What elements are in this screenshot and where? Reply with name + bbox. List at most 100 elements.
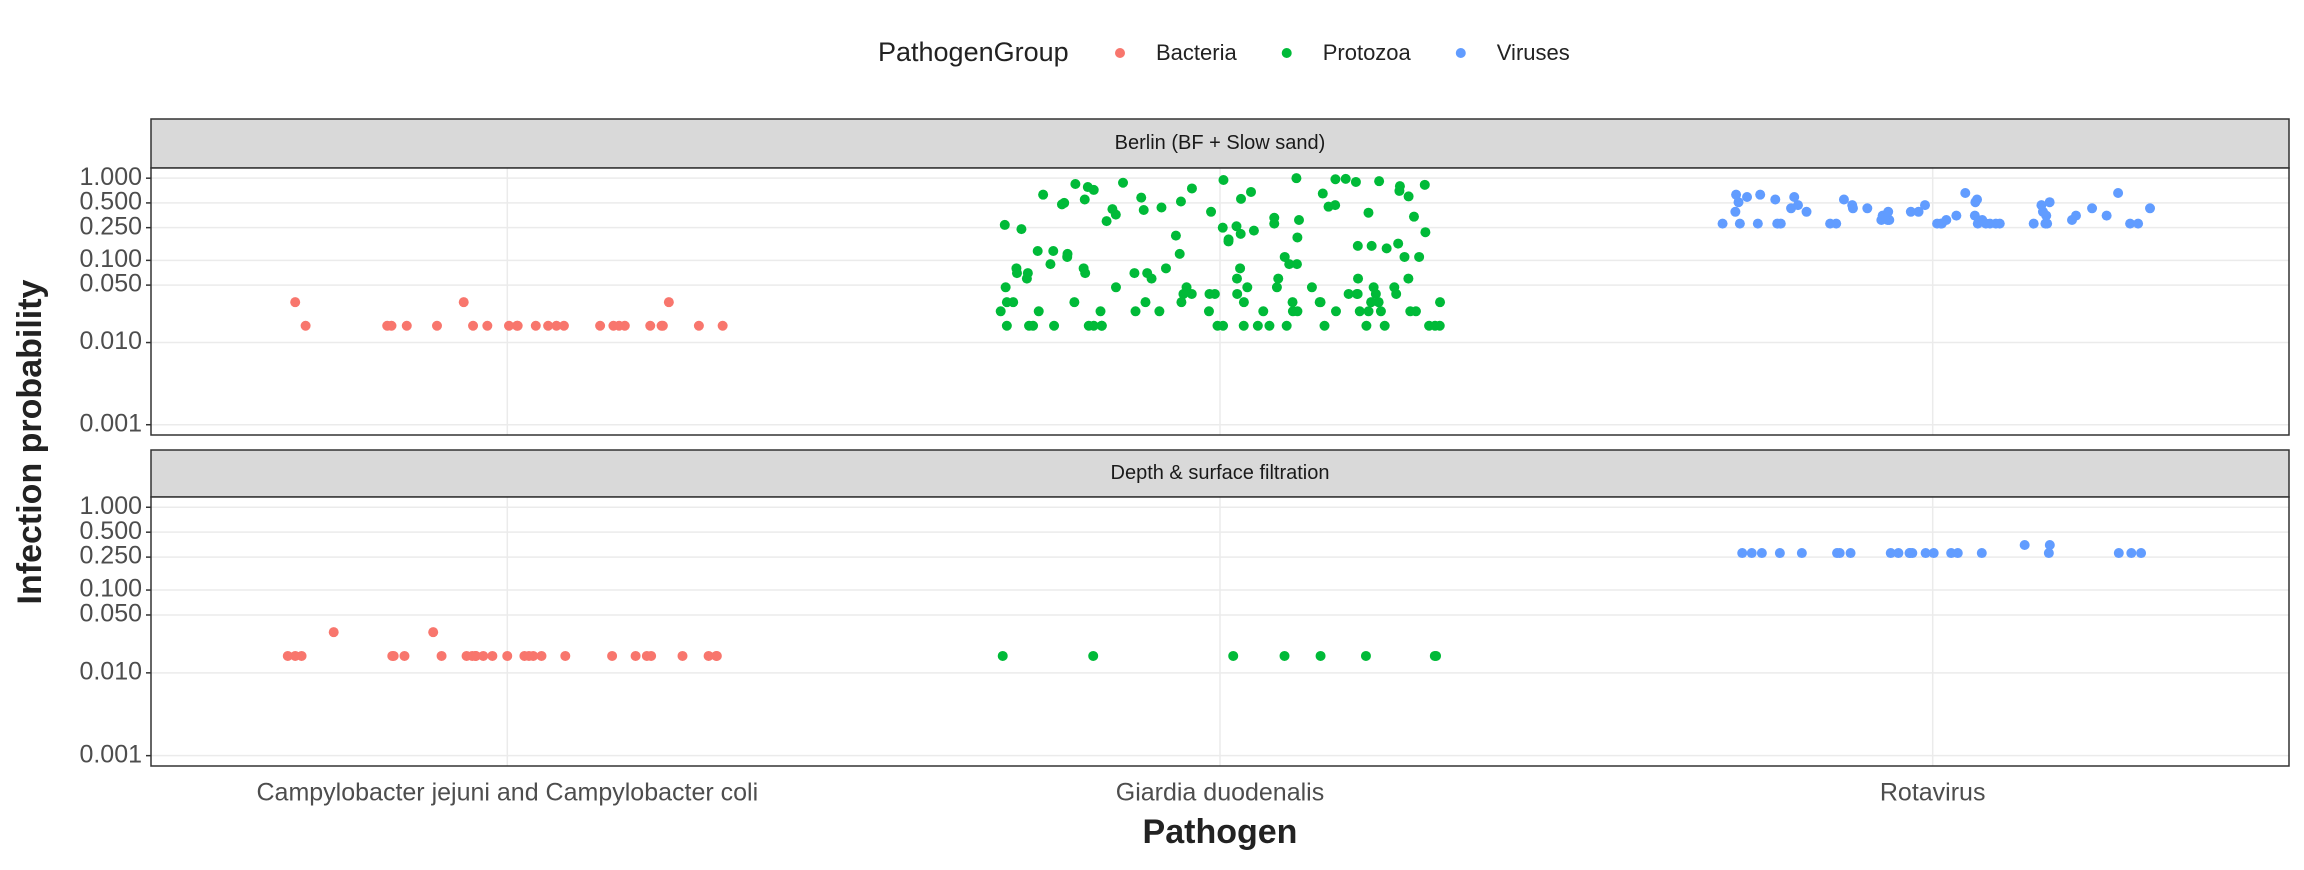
point	[1737, 548, 1748, 559]
point	[1366, 240, 1377, 251]
point	[1330, 306, 1341, 317]
point	[1792, 200, 1803, 211]
point	[1118, 177, 1129, 188]
point	[1375, 306, 1386, 317]
point	[1049, 320, 1060, 331]
point	[1381, 243, 1392, 254]
y-tick-label: 0.001	[79, 740, 142, 768]
point	[2019, 540, 2030, 551]
point	[1096, 320, 1107, 331]
point	[1315, 650, 1326, 661]
point	[387, 650, 398, 661]
point	[1287, 306, 1298, 317]
point	[1379, 320, 1390, 331]
point	[1231, 273, 1242, 284]
point	[1960, 188, 1971, 199]
point	[1414, 251, 1425, 262]
point	[1069, 297, 1080, 308]
strip-label: Depth & surface filtration	[1111, 462, 1330, 484]
point	[528, 650, 539, 661]
point	[1885, 548, 1896, 559]
point	[1156, 202, 1167, 213]
point	[1258, 306, 1269, 317]
point	[1238, 320, 1249, 331]
point	[1291, 259, 1302, 270]
point	[703, 650, 714, 661]
point	[995, 306, 1006, 317]
point	[487, 650, 498, 661]
point	[663, 297, 674, 308]
point	[657, 320, 668, 331]
point	[1306, 282, 1317, 293]
point	[2043, 548, 2054, 559]
point	[1403, 191, 1414, 202]
point	[1796, 548, 1807, 559]
y-tick-label: 0.001	[79, 409, 142, 437]
point	[1752, 218, 1763, 229]
point	[1742, 192, 1753, 203]
y-axis-title: Infection probability	[11, 279, 49, 604]
y-tick-label: 0.100	[79, 575, 142, 603]
point	[2044, 197, 2055, 208]
point	[1351, 288, 1362, 299]
point	[530, 320, 541, 331]
x-tick-label: Giardia duodenalis	[1116, 779, 1324, 807]
y-tick-label: 1.000	[79, 492, 142, 520]
legend-dot	[1281, 48, 1292, 58]
point	[468, 320, 479, 331]
point	[1136, 192, 1147, 203]
point	[1048, 245, 1059, 256]
point	[1801, 206, 1812, 217]
point	[436, 650, 447, 661]
point	[1142, 268, 1153, 279]
point	[1279, 650, 1290, 661]
legend-dot	[1115, 48, 1125, 58]
point	[1363, 306, 1374, 317]
point	[2044, 540, 2055, 551]
point	[1223, 234, 1234, 245]
point	[558, 320, 569, 331]
point	[1951, 210, 1962, 221]
point	[1919, 200, 1930, 211]
point	[1389, 282, 1400, 293]
y-tick-label: 0.500	[79, 517, 142, 545]
point	[2036, 200, 2047, 211]
point	[2042, 218, 2053, 229]
point	[1033, 306, 1044, 317]
legend-label: Protozoa	[1323, 40, 1412, 65]
point	[2136, 548, 2147, 559]
point	[1203, 306, 1214, 317]
point	[630, 650, 641, 661]
point	[693, 320, 704, 331]
point	[1088, 650, 1099, 661]
point	[1235, 228, 1246, 239]
point	[1001, 297, 1012, 308]
point	[2126, 548, 2137, 559]
point	[1045, 259, 1056, 270]
point	[1920, 548, 1931, 559]
point	[711, 650, 722, 661]
point	[1733, 197, 1744, 208]
point	[1862, 203, 1873, 214]
point	[502, 650, 513, 661]
point	[1340, 173, 1351, 184]
point	[1360, 650, 1371, 661]
point	[428, 627, 439, 638]
point	[2070, 210, 2081, 221]
point	[1228, 650, 1239, 661]
point	[2113, 548, 2124, 559]
point	[595, 320, 606, 331]
point	[1011, 263, 1022, 274]
point	[999, 219, 1010, 230]
y-tick-label: 0.050	[79, 270, 142, 298]
x-tick-label: Rotavirus	[1880, 779, 1986, 807]
point	[1429, 650, 1440, 661]
y-tick-label: 0.100	[79, 245, 142, 273]
point	[1350, 176, 1361, 187]
point	[1181, 282, 1192, 293]
point	[1130, 306, 1141, 317]
point	[1206, 206, 1217, 217]
point	[1287, 297, 1298, 308]
legend-dot	[1455, 48, 1466, 58]
point	[470, 650, 481, 661]
